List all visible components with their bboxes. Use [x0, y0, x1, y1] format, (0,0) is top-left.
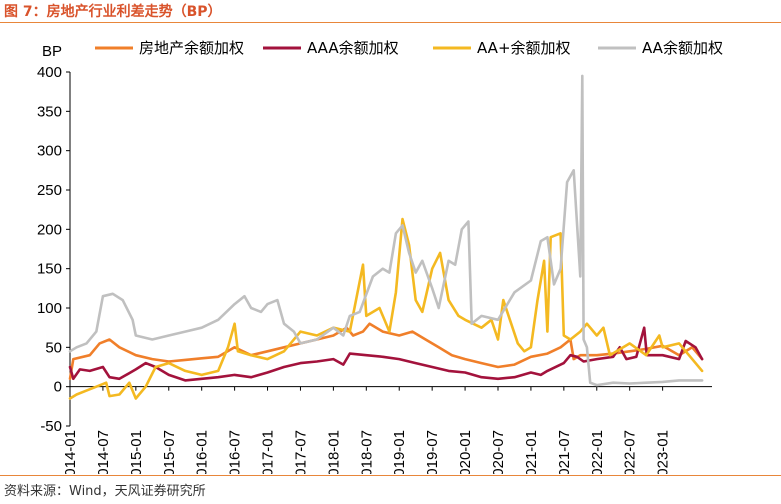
- legend-label-1: 房地产余额加权: [139, 39, 244, 57]
- source-rule: [0, 475, 781, 476]
- x-tick-label: 2023-01: [655, 430, 672, 474]
- series-line-2: [68, 326, 704, 382]
- y-tick-label: 100: [37, 300, 62, 317]
- title-rule: [0, 22, 781, 23]
- series-line-4: [68, 74, 704, 387]
- x-tick-label: 2015-01: [128, 430, 145, 474]
- x-tick-label: 2019-01: [391, 430, 408, 474]
- x-tick-label: 2015-07: [161, 430, 178, 474]
- x-tick-label: 2014-01: [62, 430, 79, 474]
- x-tick-label: 2014-07: [95, 430, 112, 474]
- x-tick-label: 2020-07: [490, 430, 507, 474]
- x-tick-label: 2016-01: [194, 430, 211, 474]
- series-layer: [68, 74, 704, 400]
- spread-line-chart: BP -50 0 50 100 150 200 250 300 350 400 2014-01 2014…: [37, 39, 723, 474]
- x-tick-label: 2022-01: [589, 430, 606, 474]
- y-axis-unit-label: BP: [42, 43, 62, 60]
- y-tick-label: 400: [37, 64, 62, 81]
- legend-label-4: AA余额加权: [642, 39, 723, 57]
- x-tick-label: 2017-01: [260, 430, 277, 474]
- y-tick-label: 50: [45, 339, 62, 356]
- legend: 房地产余额加权 AAA余额加权 AA+余额加权 AA余额加权: [95, 39, 723, 57]
- x-tick-label: 2016-07: [227, 430, 244, 474]
- x-tick-label: 2020-01: [457, 430, 474, 474]
- legend-label-2: AAA余额加权: [307, 39, 399, 57]
- x-tick-label: 2017-07: [292, 430, 309, 474]
- y-tick-label: 0: [54, 379, 62, 396]
- series-line-1: [68, 322, 704, 381]
- axis-layer: BP -50 0 50 100 150 200 250 300 350 400 2014-01 2014…: [37, 43, 712, 474]
- x-tick-label: 2019-07: [424, 430, 441, 474]
- y-tick-label: 250: [37, 182, 62, 199]
- source-note: 资料来源：Wind，天风证券研究所: [4, 484, 206, 499]
- x-tick-label: 2018-01: [325, 430, 342, 474]
- x-tick-label: 2022-07: [622, 430, 639, 474]
- x-tick-label: 2021-01: [523, 430, 540, 474]
- y-tick-label: 200: [37, 221, 62, 238]
- x-tick-label: 2021-07: [556, 430, 573, 474]
- series-line-3: [68, 217, 704, 400]
- y-tick-label: 350: [37, 103, 62, 120]
- y-tick-label: 150: [37, 261, 62, 278]
- legend-label-3: AA+余额加权: [477, 39, 571, 57]
- y-tick-label: -50: [40, 418, 62, 435]
- y-tick-label: 300: [37, 143, 62, 160]
- figure-title: 图 7：房地产行业利差走势（BP）: [4, 4, 222, 20]
- x-tick-label: 2018-07: [358, 430, 375, 474]
